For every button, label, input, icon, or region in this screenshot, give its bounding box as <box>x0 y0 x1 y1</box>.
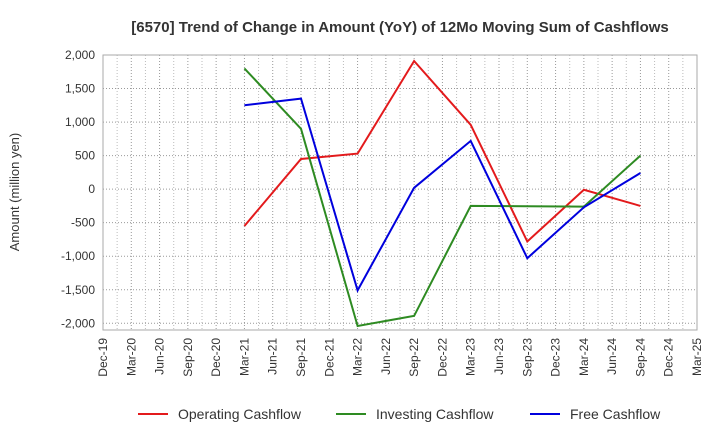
x-tick-label: Sep-23 <box>520 338 534 377</box>
x-tick-label: Sep-20 <box>181 338 195 377</box>
legend-label: Operating Cashflow <box>178 406 302 422</box>
x-tick-label: Sep-21 <box>294 338 308 377</box>
x-tick-label: Jun-21 <box>266 338 280 375</box>
series-lines <box>243 59 642 328</box>
x-axis-ticks: Dec-19 Mar-20 Jun-20 Sep-20 Dec-20 Mar-21 Jun-… <box>96 338 704 377</box>
y-tick-label: 0 <box>88 182 95 196</box>
y-tick-label: -2,000 <box>61 316 95 330</box>
x-tick-label: Jun-20 <box>153 338 167 375</box>
x-tick-label: Mar-21 <box>237 338 251 376</box>
x-tick-label: Dec-19 <box>96 338 110 377</box>
x-tick-label: Mar-24 <box>577 338 591 376</box>
y-axis-ticks: 2,000 1,500 1,000 500 0 -500 -1,000 -1,500 -2,00… <box>61 48 95 330</box>
x-tick-label: Mar-23 <box>464 338 478 376</box>
x-tick-label: Dec-20 <box>209 338 223 377</box>
x-tick-label: Jun-23 <box>492 338 506 375</box>
x-tick-label: Sep-22 <box>407 338 421 377</box>
chart-title: [6570] Trend of Change in Amount (YoY) o… <box>131 19 669 36</box>
x-tick-label: Dec-21 <box>322 338 336 377</box>
y-axis-label: Amount (million yen) <box>7 133 22 252</box>
y-tick-label: -500 <box>71 216 95 230</box>
grid <box>102 54 698 330</box>
x-tick-label: Mar-25 <box>690 338 704 376</box>
x-tick-label: Dec-22 <box>435 338 449 377</box>
x-tick-label: Mar-20 <box>124 338 138 376</box>
plot-area <box>102 54 698 331</box>
y-tick-label: 1,500 <box>65 82 95 96</box>
series-line-free-cashflow <box>244 97 641 293</box>
y-tick-label: 1,000 <box>65 115 95 129</box>
x-tick-label: Mar-22 <box>351 338 365 376</box>
x-tick-label: Jun-24 <box>605 338 619 375</box>
legend-label: Investing Cashflow <box>376 406 494 422</box>
y-tick-label: 500 <box>75 149 95 163</box>
legend-label: Free Cashflow <box>570 406 661 422</box>
x-tick-label: Sep-24 <box>633 338 647 377</box>
y-tick-label: -1,500 <box>61 283 95 297</box>
y-tick-label: -1,000 <box>61 249 95 263</box>
x-tick-label: Dec-24 <box>662 338 676 377</box>
y-tick-label: 2,000 <box>65 48 95 62</box>
series-line-investing-cashflow <box>243 67 642 328</box>
legend: Operating Cashflow Investing Cashflow Free… <box>138 406 661 422</box>
x-tick-label: Jun-22 <box>379 338 393 375</box>
x-tick-label: Dec-23 <box>549 338 563 377</box>
